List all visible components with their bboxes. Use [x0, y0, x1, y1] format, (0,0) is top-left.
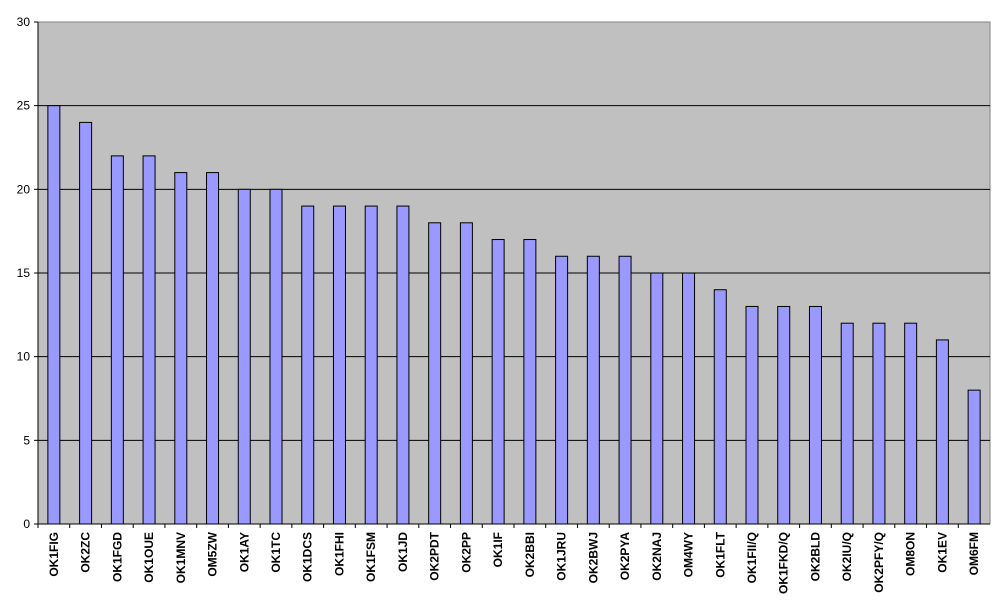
x-tick-label: OK1FSM — [364, 532, 378, 582]
bar — [206, 172, 220, 525]
bar — [47, 105, 61, 525]
bar — [967, 389, 981, 525]
bar — [713, 289, 727, 525]
bar — [79, 121, 93, 525]
y-tick-label: 10 — [17, 350, 31, 364]
bar — [459, 222, 473, 525]
x-tick-label: OK2PFY/Q — [872, 532, 886, 593]
bar — [110, 155, 124, 525]
bar — [396, 205, 410, 525]
bar — [174, 172, 188, 525]
x-tick-label: OK1FII/Q — [745, 532, 759, 583]
x-tick-label: OK2BBI — [523, 532, 537, 577]
x-tick-label: OK2PYA — [618, 532, 632, 581]
bar — [935, 339, 949, 525]
y-tick-label: 15 — [17, 266, 31, 280]
x-tick-label: OK2IU/Q — [840, 532, 854, 581]
bar — [808, 305, 822, 525]
bar — [237, 188, 251, 525]
x-tick-label: OK1FHI — [332, 532, 346, 576]
x-tick-label: OK2NAJ — [650, 532, 664, 581]
bar — [301, 205, 315, 525]
y-tick-label: 20 — [17, 182, 31, 196]
bar — [745, 305, 759, 525]
x-tick-label: OK1IF — [491, 532, 505, 567]
x-tick-label: OK1FGD — [110, 532, 124, 582]
bar — [332, 205, 346, 525]
x-tick-label: OK1FKD/Q — [777, 532, 791, 594]
bar — [142, 155, 156, 525]
bar — [650, 272, 664, 525]
x-tick-label: OM5ZW — [206, 531, 220, 576]
y-tick-label: 5 — [23, 433, 30, 447]
bar — [618, 255, 632, 525]
bar — [904, 322, 918, 525]
x-tick-label: OK2BLD — [808, 532, 822, 582]
bar — [428, 222, 442, 525]
bar — [872, 322, 886, 525]
y-tick-label: 30 — [17, 15, 31, 29]
bar — [269, 188, 283, 525]
x-tick-label: OK1JD — [396, 532, 410, 572]
bar — [523, 239, 537, 525]
x-tick-label: OK1AY — [237, 532, 251, 572]
x-tick-label: OK1MNV — [174, 532, 188, 583]
x-tick-label: OK2BWJ — [586, 532, 600, 583]
x-tick-label: OM6FM — [967, 532, 981, 575]
x-tick-label: OK2PP — [459, 532, 473, 573]
bar — [840, 322, 854, 525]
bar — [555, 255, 569, 525]
x-tick-label: OK1DCS — [301, 532, 315, 582]
bar — [491, 239, 505, 525]
y-tick-label: 0 — [23, 517, 30, 531]
x-tick-label: OM8ON — [904, 532, 918, 576]
x-tick-label: OK1FIG — [47, 532, 61, 577]
x-tick-label: OK1OUE — [142, 532, 156, 583]
x-tick-label: OK1JRU — [555, 532, 569, 581]
x-tick-label: OK1FLT — [713, 531, 727, 577]
bar — [777, 305, 791, 525]
bar — [364, 205, 378, 525]
y-tick-label: 25 — [17, 99, 31, 113]
x-tick-label: OM4WY — [682, 532, 696, 577]
x-tick-label: OK2ZC — [79, 532, 93, 573]
x-tick-label: OK2PDT — [428, 531, 442, 580]
x-tick-label: OK1EV — [935, 532, 949, 573]
bar — [586, 255, 600, 525]
bar — [682, 272, 696, 525]
x-tick-label: OK1TC — [269, 532, 283, 573]
